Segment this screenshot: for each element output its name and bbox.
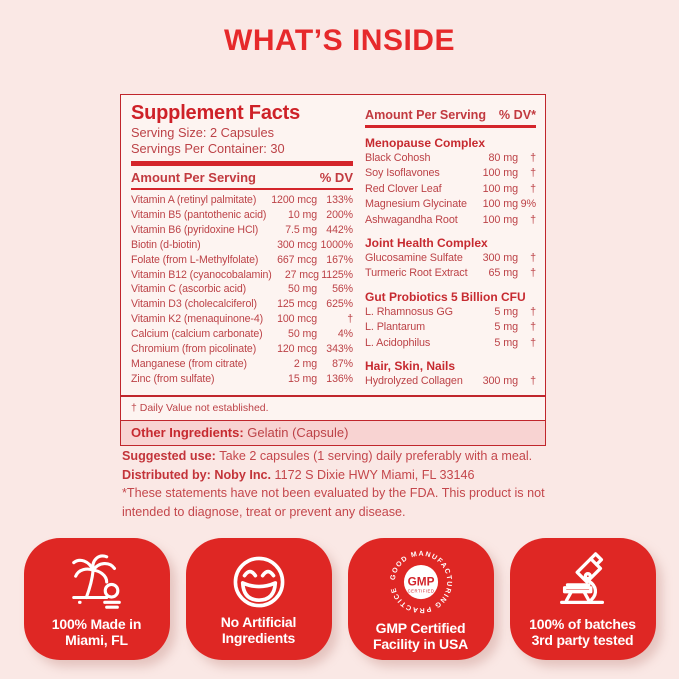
table-row: Glucosamine Sulfate 300 mg † bbox=[365, 252, 536, 265]
badge-gmp-certified: GOOD MANUFACTURING PRACTICE GMP CERTIFIE… bbox=[347, 538, 494, 660]
table-row: Chromium (from picolinate) 120 mcg 343% bbox=[131, 343, 353, 356]
right-column-header: Amount Per Serving % DV* bbox=[365, 108, 536, 122]
badge-made-in-miami: 100% Made in Miami, FL bbox=[23, 538, 170, 660]
divider-line bbox=[131, 188, 353, 190]
palm-tree-icon bbox=[66, 551, 128, 613]
other-ingredients-value: Gelatin (Capsule) bbox=[243, 425, 349, 441]
table-row: L. Rhamnosus GG 5 mg † bbox=[365, 305, 536, 318]
section-title: Hair, Skin, Nails bbox=[365, 359, 456, 374]
seal-sub-text: CERTIFIED bbox=[407, 588, 434, 593]
badge-label: 100% Made in Miami, FL bbox=[51, 615, 142, 648]
servings-per-container: Servings Per Container: 30 bbox=[131, 141, 285, 156]
section-title: Gut Probiotics 5 Billion CFU bbox=[365, 289, 526, 304]
table-row: Red Clover Leaf 100 mg † bbox=[365, 182, 536, 195]
divider-bar bbox=[365, 125, 536, 128]
table-row: Turmeric Root Extract 65 mg † bbox=[365, 267, 536, 280]
table-row: L. Acidophilus 5 mg † bbox=[365, 336, 536, 349]
dv-asterisk-label: % DV* bbox=[498, 108, 536, 122]
other-ingredients-label: Other Ingredients: bbox=[131, 425, 244, 441]
table-row: Folate (from L-Methylfolate) 667 mcg 167% bbox=[131, 253, 353, 266]
badge-label: GMP Certified Facility in USA bbox=[372, 619, 469, 652]
table-row: Vitamin C (ascorbic acid) 50 mg 56% bbox=[131, 283, 353, 296]
suggested-use-line: Suggested use: Take 2 capsules (1 servin… bbox=[122, 449, 533, 463]
table-row: Vitamin B6 (pyridoxine HCl) 7.5 mg 442% bbox=[131, 223, 353, 236]
table-row: Hydrolyzed Collagen 300 mg † bbox=[365, 375, 536, 388]
section-title: Joint Health Complex bbox=[365, 236, 488, 251]
table-row: Biotin (d-biotin) 300 mcg 1000% bbox=[131, 238, 353, 251]
daily-value-footnote: † Daily Value not established. bbox=[121, 395, 545, 420]
facts-left-column: Supplement Facts Serving Size: 2 Capsule… bbox=[121, 95, 363, 389]
panel-body: Supplement Facts Serving Size: 2 Capsule… bbox=[121, 95, 545, 389]
table-row: Vitamin K2 (menaquinone-4) 100 mcg † bbox=[131, 313, 353, 326]
distributed-by-line: Distributed by: Noby Inc. 1172 S Dixie H… bbox=[122, 467, 475, 482]
section-menopause-complex: Menopause Complex Black Cohosh 80 mg † Soy… bbox=[365, 136, 536, 228]
table-row: L. Plantarum 5 mg † bbox=[365, 321, 536, 334]
fda-disclaimer: *These statements have not been evaluate… bbox=[122, 486, 545, 519]
section-title: Menopause Complex bbox=[365, 136, 486, 150]
badge-third-party-tested: 100% of batches 3rd party tested bbox=[509, 538, 656, 660]
table-row: Calcium (calcium carbonate) 50 mg 4% bbox=[131, 328, 353, 341]
table-row: Vitamin D3 (cholecalciferol) 125 mcg 625% bbox=[131, 298, 353, 311]
feature-badges: 100% Made in Miami, FL No Artificial Ing… bbox=[0, 538, 679, 660]
microscope-icon bbox=[552, 551, 614, 613]
table-row: Soy Isoflavones 100 mg † bbox=[365, 167, 536, 180]
table-row: Vitamin B12 (cyanocobalamin) 27 mcg 1125% bbox=[131, 268, 353, 281]
usage-notes: Suggested use: Take 2 capsules (1 servin… bbox=[122, 447, 577, 521]
serving-size: Serving Size: 2 Capsules bbox=[131, 125, 274, 140]
section-hair-skin-nails: Hair, Skin, Nails Hydrolyzed Collagen 300… bbox=[365, 359, 536, 389]
facts-right-column: Amount Per Serving % DV* Menopause Compl… bbox=[363, 95, 545, 389]
supplement-facts-panel: Supplement Facts Serving Size: 2 Capsule… bbox=[120, 94, 546, 447]
table-row: Vitamin A (retinyl palmitate) 1200 mcg 133… bbox=[131, 194, 353, 206]
badge-no-artificial: No Artificial Ingredients bbox=[185, 538, 332, 660]
gmp-seal-icon: GOOD MANUFACTURING PRACTICE GMP CERTIFIE… bbox=[386, 547, 456, 617]
table-row: Ashwagandha Root 100 mg † bbox=[365, 213, 536, 226]
badge-label: No Artificial Ingredients bbox=[220, 613, 297, 646]
table-row: Manganese (from citrate) 2 mg 87% bbox=[131, 357, 353, 370]
dv-label: % DV bbox=[319, 170, 353, 185]
section-joint-health-complex: Joint Health Complex Glucosamine Sulfate… bbox=[365, 236, 536, 282]
table-row: Vitamin B5 (pantothenic acid) 10 mg 200% bbox=[131, 208, 353, 221]
laughing-face-icon bbox=[230, 553, 288, 611]
table-row: Magnesium Glycinate 100 mg 9% bbox=[365, 198, 536, 211]
seal-center-text: GMP bbox=[407, 574, 434, 588]
supplement-facts-title: Supplement Facts bbox=[131, 102, 301, 124]
divider-bar bbox=[131, 161, 353, 166]
left-column-header: Amount Per Serving % DV bbox=[131, 168, 353, 188]
amount-per-serving-label: Amount Per Serving bbox=[365, 108, 487, 122]
page-title: WHAT’S INSIDE bbox=[224, 24, 455, 57]
section-gut-probiotics: Gut Probiotics 5 Billion CFU L. Rhamnosu… bbox=[365, 290, 536, 351]
amount-per-serving-label: Amount Per Serving bbox=[131, 170, 256, 185]
badge-label: 100% of batches 3rd party tested bbox=[529, 615, 636, 648]
table-row: Zinc (from sulfate) 15 mg 136% bbox=[131, 372, 353, 385]
table-row: Black Cohosh 80 mg † bbox=[365, 152, 536, 164]
other-ingredients-row: Other Ingredients: Gelatin (Capsule) bbox=[121, 420, 545, 446]
